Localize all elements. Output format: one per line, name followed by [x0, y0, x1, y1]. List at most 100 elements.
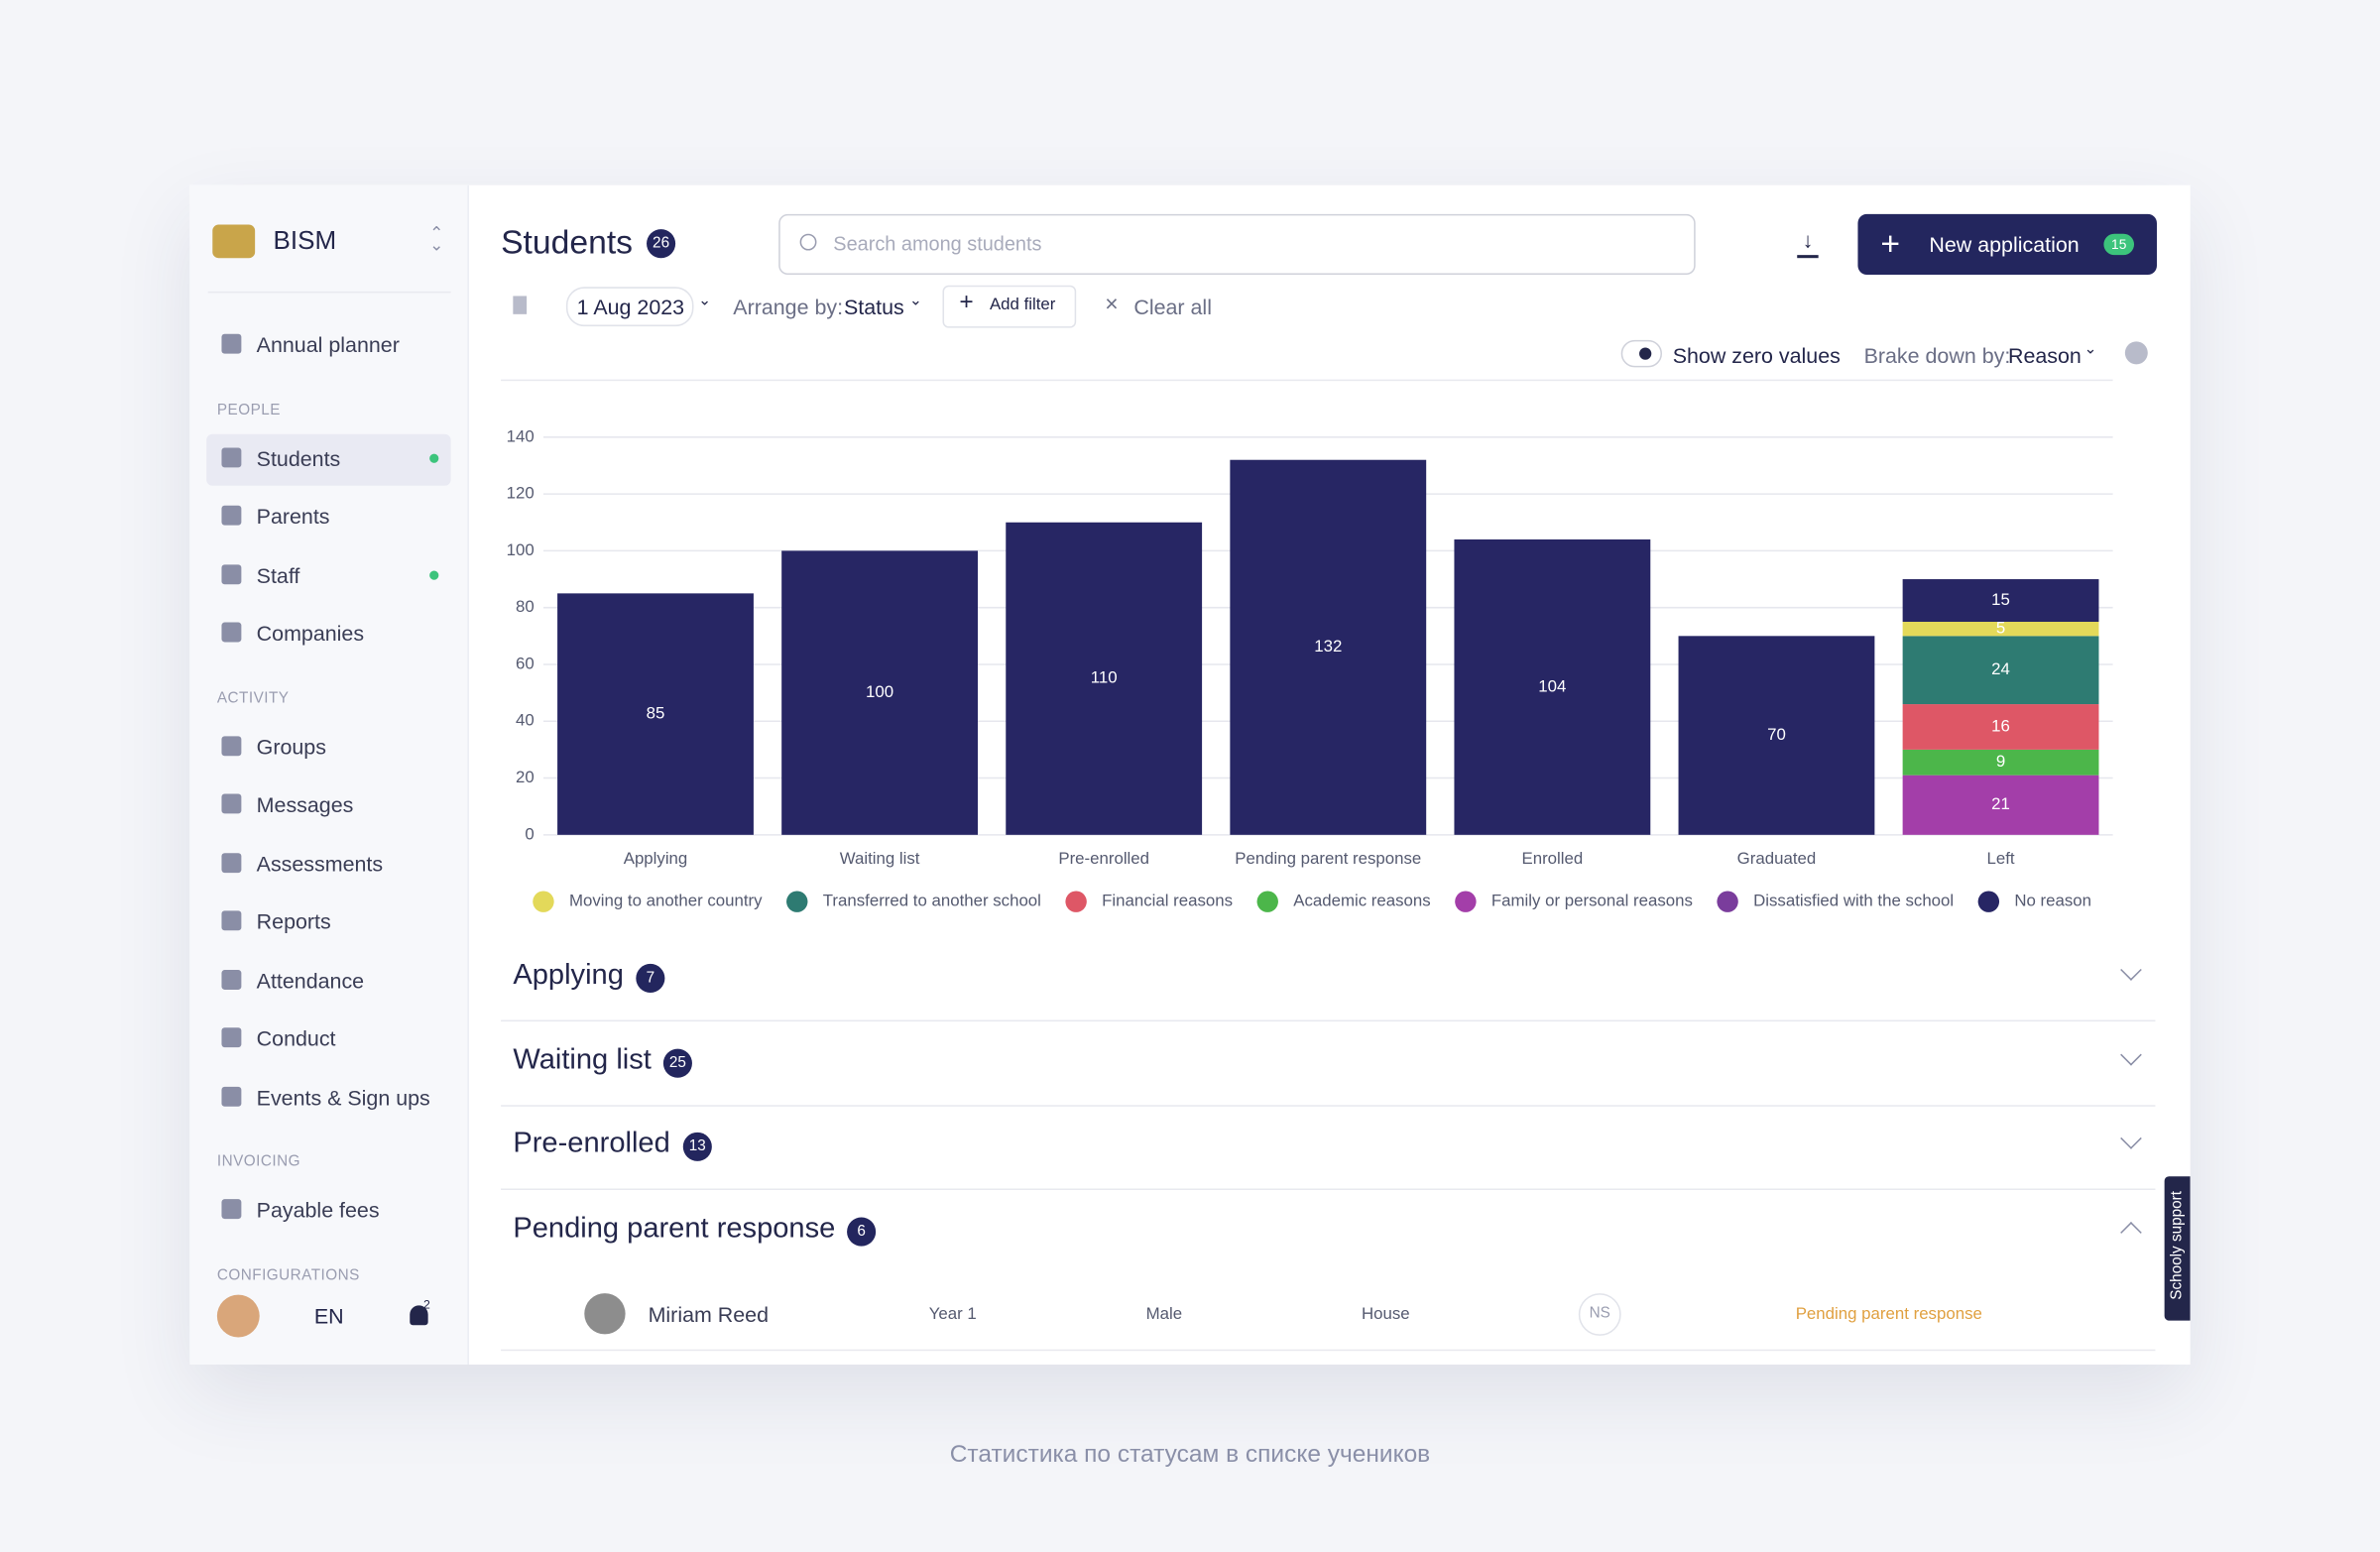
bar	[1902, 775, 2099, 835]
year: Year 1	[928, 1305, 977, 1324]
support-tab[interactable]	[2164, 1176, 2191, 1321]
add-filter: Add filter	[989, 296, 1056, 314]
nav-heading: PEOPLE	[216, 401, 281, 418]
y-tick-label: 80	[516, 597, 535, 616]
x-tick-label: Graduated	[1737, 849, 1817, 868]
status: Pending parent response	[1795, 1305, 1982, 1324]
nav-item[interactable]: Annual planner	[256, 332, 400, 357]
nav-item[interactable]: Reports	[256, 908, 331, 934]
legend-label: Moving to another country	[569, 892, 763, 910]
nav-item[interactable]: Conduct	[256, 1025, 336, 1051]
bar	[781, 550, 979, 835]
bar-label: 9	[1996, 752, 2005, 771]
download-button[interactable]: ↓	[1797, 229, 1819, 259]
x-tick-label: Enrolled	[1521, 849, 1583, 868]
bar	[1678, 636, 1875, 835]
nav-item[interactable]: Companies	[256, 621, 365, 646]
breakdown-value[interactable]: Reason	[2007, 342, 2082, 368]
breakdown-label: Brake down by:	[1863, 342, 2011, 368]
nav-icon	[221, 1086, 242, 1107]
legend-label: Financial reasons	[1102, 892, 1233, 910]
x-tick-label: Pending parent response	[1235, 849, 1421, 868]
bar-label: 5	[1996, 619, 2005, 638]
bar-label: 21	[1991, 794, 2010, 813]
bar-label: 16	[1991, 716, 2010, 735]
arrange-label: Arrange by:	[733, 294, 844, 319]
button-badge: 15	[2103, 233, 2135, 256]
bar-label: 110	[1091, 668, 1118, 687]
divider	[501, 1019, 2156, 1022]
bar	[1902, 636, 2099, 705]
page-title: Students	[501, 222, 634, 262]
pie-toggle[interactable]	[2124, 341, 2148, 365]
sidebar: BISM ⌃ ⌄ Annual planner PEOPLE Students Pare…	[189, 184, 469, 1366]
y-tick-label: 100	[507, 540, 535, 559]
x-tick-label: Applying	[624, 849, 688, 868]
section-count: 7	[636, 963, 665, 994]
button-label: New application	[1929, 232, 2080, 257]
toggle[interactable]	[1620, 339, 1663, 368]
nav-icon	[221, 563, 242, 584]
language[interactable]: EN	[313, 1303, 344, 1329]
caption: Статистика по статусам в списке учеников	[949, 1442, 1431, 1469]
x-tick-label: Pre-enrolled	[1058, 849, 1149, 868]
legend-label: Dissatisfied with the school	[1753, 892, 1954, 910]
add-filter-button[interactable]	[942, 285, 1077, 328]
nav-item[interactable]: Groups	[256, 734, 326, 759]
org-switch[interactable]: ⌃ ⌄	[429, 224, 444, 256]
bell[interactable]	[410, 1305, 428, 1326]
nav-icon	[221, 622, 242, 643]
y-tick-label: 140	[507, 426, 535, 445]
legend-swatch	[1455, 891, 1477, 912]
clear-all[interactable]: Clear all	[1133, 294, 1212, 319]
student-name[interactable]: Miriam Reed	[648, 1302, 770, 1327]
section-title[interactable]: Waiting list	[513, 1043, 652, 1076]
nav-item[interactable]: Students	[256, 445, 341, 470]
date-chevron: ⌄	[698, 293, 711, 310]
nav-heading: ACTIVITY	[216, 689, 290, 707]
nav-item[interactable]: Staff	[256, 562, 300, 587]
nav-heading: CONFIGURATIONS	[216, 1266, 360, 1284]
bar-label: 85	[647, 704, 665, 723]
y-tick-label: 0	[525, 824, 534, 843]
nav-item[interactable]: Assessments	[256, 850, 384, 876]
date-picker[interactable]	[565, 287, 694, 327]
house: House	[1361, 1305, 1410, 1324]
y-tick-label: 20	[516, 768, 535, 786]
search-box[interactable]	[778, 213, 1696, 276]
nav-icon	[221, 1027, 242, 1048]
y-tick-label: 40	[516, 711, 535, 730]
notification-count: 2	[423, 1297, 430, 1312]
section-count: 6	[847, 1217, 877, 1247]
arrange-value[interactable]: Status	[844, 294, 904, 319]
bar	[1006, 522, 1203, 835]
section-title[interactable]: Applying	[513, 959, 624, 992]
nav-icon	[221, 333, 242, 354]
add-icon: +	[959, 290, 974, 316]
y-tick-label: 120	[507, 484, 535, 503]
section-title[interactable]: Pre-enrolled	[513, 1128, 670, 1160]
status-dot	[429, 569, 439, 579]
plus-icon: +	[1880, 224, 1901, 263]
legend-label: No reason	[2014, 892, 2091, 910]
nav-item[interactable]: Attendance	[256, 967, 365, 993]
legend-label: Family or personal reasons	[1491, 892, 1693, 910]
status-dot	[429, 452, 439, 463]
nav-item[interactable]: Messages	[256, 791, 354, 817]
nav-icon	[221, 910, 242, 931]
nav-item[interactable]: Parents	[256, 504, 330, 529]
nav-item[interactable]: Events & Sign ups	[256, 1084, 430, 1110]
bar-label: 70	[1767, 725, 1786, 744]
legend-label: Academic reasons	[1293, 892, 1430, 910]
bar-label: 100	[866, 682, 893, 701]
divider	[207, 291, 451, 294]
initials: NS	[1578, 1293, 1621, 1336]
nav-icon	[221, 969, 242, 990]
nav-item[interactable]: Payable fees	[256, 1197, 380, 1223]
section-title[interactable]: Pending parent response	[513, 1213, 836, 1246]
logo	[212, 224, 256, 259]
search-icon	[799, 233, 817, 251]
divider	[501, 1104, 2156, 1107]
legend-swatch	[533, 891, 554, 912]
